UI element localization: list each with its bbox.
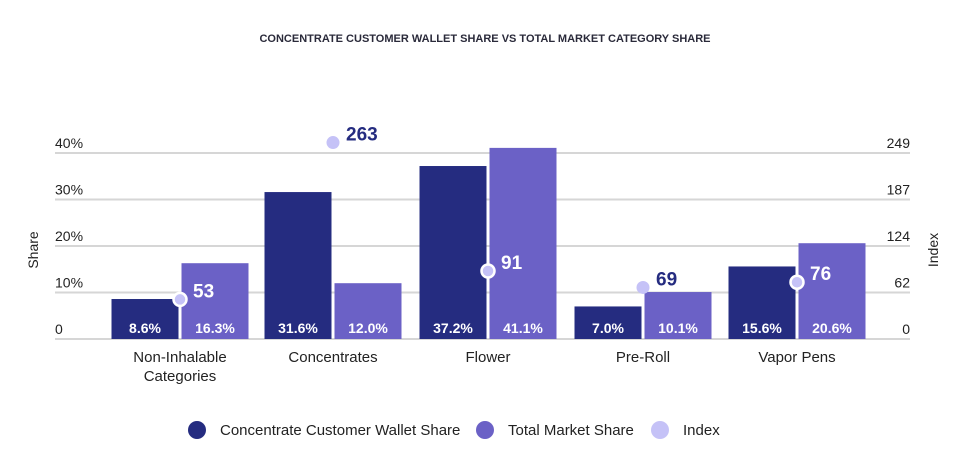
- y-tick-label: 0: [55, 321, 63, 337]
- bar-wallet-share: [264, 192, 332, 339]
- legend-marker: [651, 421, 669, 439]
- bar-total-market-share: [489, 147, 557, 339]
- chart-title: CONCENTRATE CUSTOMER WALLET SHARE VS TOT…: [259, 33, 710, 45]
- y2-tick-label: 0: [902, 321, 910, 337]
- x-tick-label: Categories: [144, 368, 217, 385]
- index-data-label: 91: [501, 253, 523, 274]
- bar-data-label: 41.1%: [503, 320, 543, 336]
- x-tick-label: Concentrates: [288, 349, 377, 366]
- legend-label: Index: [683, 422, 720, 439]
- index-data-label: 76: [810, 264, 831, 285]
- index-data-label: 263: [346, 125, 378, 146]
- index-data-label: 69: [656, 269, 677, 290]
- bar-wallet-share: [419, 166, 487, 339]
- y2-tick-label: 187: [887, 182, 911, 198]
- index-points: 53 263 91 69 76: [172, 125, 831, 308]
- bar-data-label: 20.6%: [812, 320, 852, 336]
- x-tick-label: Flower: [465, 349, 510, 366]
- y2-axis-label: Index: [925, 233, 941, 267]
- bar-data-label: 7.0%: [592, 320, 624, 336]
- bar-data-label: 8.6%: [129, 320, 161, 336]
- bar-wallet-share: [728, 266, 796, 339]
- x-axis-labels: Non-Inhalable Categories Concentrates Flowe…: [133, 349, 835, 385]
- bar-data-label: 10.1%: [658, 320, 698, 336]
- bar-data-label: 37.2%: [433, 320, 473, 336]
- y-tick-label: 20%: [55, 228, 83, 244]
- y-tick-label: 10%: [55, 275, 83, 291]
- index-data-label: 53: [193, 281, 214, 302]
- index-point: [326, 136, 340, 150]
- legend-label: Total Market Share: [508, 422, 634, 439]
- bar-total-market-share: [798, 243, 866, 339]
- x-tick-label: Non-Inhalable: [133, 349, 226, 366]
- bar-wallet-share: [111, 299, 179, 339]
- legend-marker: [476, 421, 494, 439]
- bar-data-label: 31.6%: [278, 320, 318, 336]
- x-tick-label: Vapor Pens: [758, 349, 835, 366]
- bar-total-market-share: [334, 283, 402, 339]
- y2-tick-label: 124: [887, 228, 911, 244]
- y-axis-label: Share: [25, 231, 41, 269]
- y-tick-label: 40%: [55, 135, 83, 151]
- index-point: [789, 274, 805, 290]
- index-point: [172, 291, 188, 308]
- bar-wallet-share: [574, 306, 642, 339]
- bar-total-market-share: [181, 263, 249, 339]
- index-point: [636, 280, 650, 294]
- bar-data-label: 16.3%: [195, 320, 235, 336]
- y2-tick-label: 249: [887, 135, 911, 151]
- bars: 8.6% 16.3% 31.6% 12.0% 37.2% 41.1% 7.0% 10.1% 15…: [111, 147, 866, 339]
- legend: Concentrate Customer Wallet Share Total M…: [188, 421, 720, 439]
- bar-data-label: 15.6%: [742, 320, 782, 336]
- y2-tick-label: 62: [894, 275, 910, 291]
- x-tick-label: Pre-Roll: [616, 349, 670, 366]
- legend-label: Concentrate Customer Wallet Share: [220, 422, 460, 439]
- legend-marker: [188, 421, 206, 439]
- bar-total-market-share: [644, 292, 712, 339]
- y-tick-label: 30%: [55, 182, 83, 198]
- bar-data-label: 12.0%: [348, 320, 388, 336]
- index-point: [480, 263, 496, 279]
